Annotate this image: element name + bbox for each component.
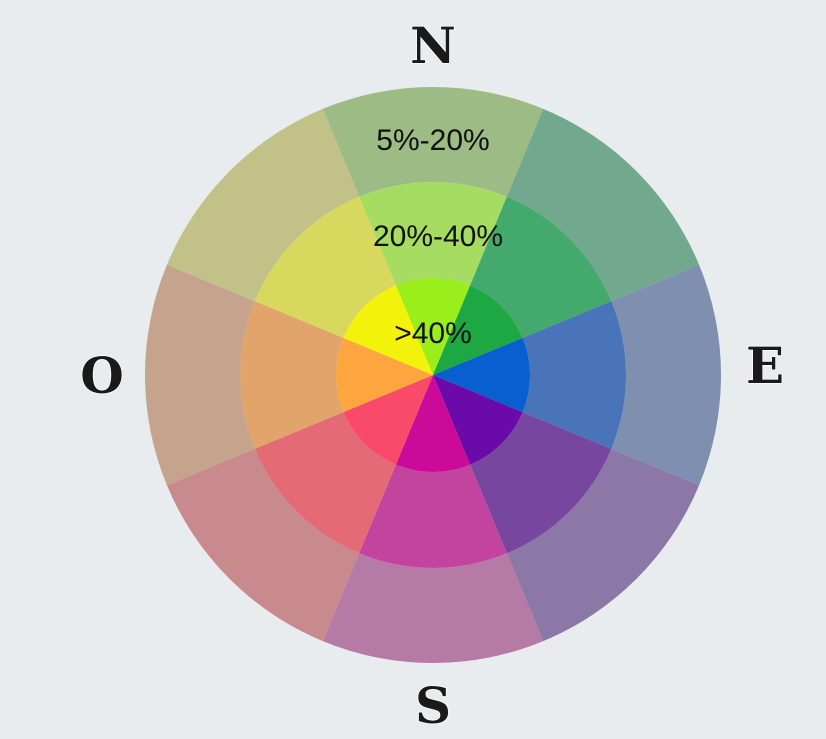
middle-ring-label: 20%-40% [373, 220, 503, 253]
outer-sector [323, 553, 543, 663]
south-label: S [415, 676, 451, 735]
outer-sector [145, 265, 255, 485]
color-wheel [145, 87, 721, 663]
compass-diagram: 5%-20% 20%-40% >40% N E S O [0, 0, 826, 739]
outer-ring-label: 5%-20% [376, 124, 489, 157]
west-label: O [80, 346, 124, 405]
inner-ring-label: >40% [394, 317, 472, 350]
east-label: E [746, 336, 784, 395]
north-label: N [410, 16, 456, 75]
outer-sector [611, 265, 721, 485]
